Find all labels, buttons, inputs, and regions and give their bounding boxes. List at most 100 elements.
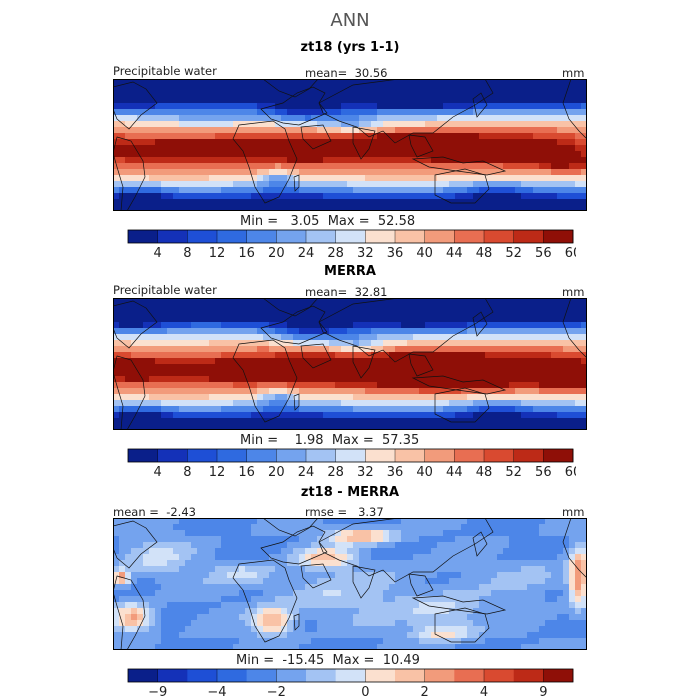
field-cell: [407, 596, 414, 603]
field-cell: [455, 199, 462, 206]
field-cell: [473, 157, 480, 164]
field-cell: [125, 91, 132, 98]
field-cell: [161, 584, 168, 591]
field-cell: [137, 382, 144, 389]
field-cell: [239, 133, 246, 140]
field-cell: [275, 596, 282, 603]
field-cell: [281, 566, 288, 573]
field-cell: [509, 346, 516, 353]
field-cell: [443, 157, 450, 164]
field-cell: [521, 121, 528, 128]
field-cell: [479, 584, 486, 591]
field-cell: [443, 394, 450, 401]
field-cell: [149, 418, 156, 425]
field-cell: [431, 310, 438, 317]
field-cell: [455, 406, 462, 413]
field-cell: [443, 109, 450, 116]
field-cell: [245, 602, 252, 609]
field-cell: [485, 103, 492, 110]
field-cell: [125, 620, 132, 627]
field-cell: [215, 310, 222, 317]
field-cell: [299, 394, 306, 401]
field-cell: [263, 382, 270, 389]
field-cell: [233, 424, 240, 430]
field-cell: [419, 121, 426, 128]
field-cell: [407, 205, 414, 211]
field-cell: [257, 133, 264, 140]
field-cell: [281, 79, 288, 86]
field-cell: [197, 382, 204, 389]
field-cell: [167, 418, 174, 425]
field-cell: [521, 115, 528, 122]
field-cell: [455, 554, 462, 561]
field-cell: [443, 566, 450, 573]
field-cell: [527, 316, 534, 323]
field-cell: [353, 121, 360, 128]
field-cell: [203, 590, 210, 597]
field-cell: [473, 352, 480, 359]
field-cell: [461, 596, 468, 603]
field-cell: [377, 578, 384, 585]
field-cell: [551, 334, 558, 341]
field-cell: [239, 530, 246, 537]
field-cell: [335, 548, 342, 555]
field-cell: [353, 614, 360, 621]
field-cell: [461, 602, 468, 609]
field-cell: [209, 518, 216, 525]
field-cell: [215, 115, 222, 122]
field-cell: [221, 175, 228, 182]
field-cell: [167, 163, 174, 170]
field-cell: [287, 304, 294, 311]
field-cell: [173, 310, 180, 317]
field-cell: [131, 424, 138, 430]
field-cell: [527, 109, 534, 116]
field-cell: [569, 139, 576, 146]
field-cell: [305, 614, 312, 621]
field-cell: [425, 193, 432, 200]
field-cell: [215, 352, 222, 359]
field-cell: [311, 572, 318, 579]
field-cell: [239, 187, 246, 194]
field-cell: [563, 424, 570, 430]
field-cell: [557, 602, 564, 609]
field-cell: [449, 578, 456, 585]
field-cell: [569, 536, 576, 543]
field-cell: [173, 79, 180, 86]
field-cell: [233, 175, 240, 182]
field-cell: [557, 388, 564, 395]
field-cell: [449, 364, 456, 371]
field-cell: [551, 322, 558, 329]
field-cell: [371, 578, 378, 585]
field-cell: [467, 560, 474, 567]
field-cell: [305, 163, 312, 170]
field-cell: [383, 157, 390, 164]
field-cell: [497, 364, 504, 371]
field-cell: [407, 524, 414, 531]
field-cell: [215, 169, 222, 176]
field-cell: [125, 199, 132, 206]
field-cell: [497, 175, 504, 182]
field-cell: [359, 614, 366, 621]
field-cell: [407, 163, 414, 170]
field-cell: [437, 310, 444, 317]
field-cell: [341, 590, 348, 597]
field-cell: [131, 548, 138, 555]
field-cell: [203, 175, 210, 182]
field-cell: [293, 322, 300, 329]
field-cell: [371, 187, 378, 194]
field-cell: [287, 205, 294, 211]
colorbar-swatch: [365, 449, 396, 462]
field-cell: [263, 524, 270, 531]
field-cell: [293, 328, 300, 335]
field-cell: [209, 364, 216, 371]
field-cell: [491, 560, 498, 567]
field-cell: [425, 187, 432, 194]
field-cell: [263, 298, 270, 305]
field-cell: [395, 548, 402, 555]
field-cell: [413, 566, 420, 573]
field-cell: [155, 157, 162, 164]
field-cell: [533, 133, 540, 140]
field-cell: [299, 412, 306, 419]
field-cell: [479, 91, 486, 98]
field-cell: [527, 382, 534, 389]
